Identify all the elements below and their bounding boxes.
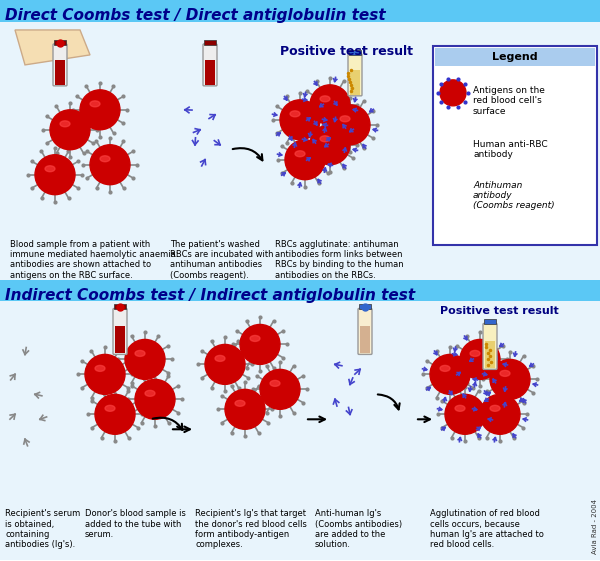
Ellipse shape — [470, 351, 480, 356]
Circle shape — [310, 85, 350, 125]
Ellipse shape — [270, 380, 280, 387]
Circle shape — [280, 100, 320, 140]
Circle shape — [240, 324, 280, 365]
Text: Recipient's serum
is obtained,
containing
antibodies (Ig's).: Recipient's serum is obtained, containin… — [5, 509, 80, 549]
Circle shape — [135, 379, 175, 419]
Bar — [114, 305, 126, 310]
FancyBboxPatch shape — [433, 46, 597, 245]
Text: RBCs agglutinate: antihuman
antibodies form links between
RBCs by binding to the: RBCs agglutinate: antihuman antibodies f… — [275, 240, 404, 280]
Text: Legend: Legend — [492, 52, 538, 62]
Ellipse shape — [95, 365, 105, 371]
Text: The patient's washed
RBCs are incubated with
antihuman antibodies
(Coombs reagen: The patient's washed RBCs are incubated … — [170, 240, 274, 280]
Bar — [0, 22, 600, 279]
FancyBboxPatch shape — [203, 44, 217, 86]
Ellipse shape — [235, 401, 245, 406]
Bar — [484, 319, 496, 324]
FancyBboxPatch shape — [113, 309, 127, 355]
Text: Antihuman
antibody
(Coombs reagent): Antihuman antibody (Coombs reagent) — [473, 181, 554, 210]
Circle shape — [225, 389, 265, 429]
FancyBboxPatch shape — [0, 0, 600, 22]
Ellipse shape — [250, 335, 260, 342]
Circle shape — [285, 140, 325, 180]
Text: Direct Coombs test / Direct antiglobulin test: Direct Coombs test / Direct antiglobulin… — [5, 8, 386, 24]
Circle shape — [95, 394, 135, 434]
Text: Blood sample from a patient with
immune mediated haemolytic anaemia:
antibodies : Blood sample from a patient with immune … — [10, 240, 179, 280]
Text: Donor's blood sample is
added to the tube with
serum.: Donor's blood sample is added to the tub… — [85, 509, 186, 539]
Circle shape — [80, 90, 120, 130]
Bar — [435, 48, 595, 66]
Circle shape — [330, 105, 370, 145]
Bar — [115, 326, 125, 353]
FancyBboxPatch shape — [358, 309, 372, 355]
Ellipse shape — [295, 151, 305, 157]
FancyBboxPatch shape — [483, 324, 497, 369]
Ellipse shape — [105, 406, 115, 411]
Ellipse shape — [290, 111, 300, 117]
Circle shape — [205, 344, 245, 384]
Text: Agglutination of red blood
cells occurs, because
human Ig's are attached to
red : Agglutination of red blood cells occurs,… — [430, 509, 544, 549]
Circle shape — [445, 394, 485, 434]
Ellipse shape — [60, 121, 70, 127]
Circle shape — [480, 394, 520, 434]
Text: Antigens on the
red blood cell's
surface: Antigens on the red blood cell's surface — [473, 86, 545, 116]
Bar — [359, 305, 371, 310]
Ellipse shape — [320, 96, 330, 102]
Ellipse shape — [100, 156, 110, 162]
Bar — [204, 40, 216, 45]
Ellipse shape — [440, 365, 450, 371]
Bar — [205, 60, 215, 85]
Text: Anti-human Ig's
(Coombs antibodies)
are added to the
solution.: Anti-human Ig's (Coombs antibodies) are … — [315, 509, 402, 549]
Ellipse shape — [490, 406, 500, 411]
Bar — [54, 40, 66, 45]
Bar — [55, 60, 65, 85]
FancyBboxPatch shape — [348, 54, 362, 96]
Circle shape — [90, 145, 130, 185]
Text: Recipient's Ig's that target
the donor's red blood cells
form antibody-antigen
c: Recipient's Ig's that target the donor's… — [195, 509, 307, 549]
Bar — [350, 70, 360, 95]
Circle shape — [430, 355, 470, 394]
Ellipse shape — [340, 116, 350, 122]
Circle shape — [460, 339, 500, 379]
Ellipse shape — [320, 136, 330, 142]
Circle shape — [125, 339, 165, 379]
Text: Positive test result: Positive test result — [440, 306, 559, 316]
Ellipse shape — [45, 165, 55, 172]
Circle shape — [50, 110, 90, 150]
Bar — [360, 326, 370, 353]
Circle shape — [440, 80, 466, 106]
Bar — [0, 301, 600, 560]
Text: Avia Rad - 2004: Avia Rad - 2004 — [592, 499, 598, 554]
Circle shape — [85, 355, 125, 394]
Bar — [349, 50, 361, 55]
Text: Indirect Coombs test / Indirect antiglobulin test: Indirect Coombs test / Indirect antiglob… — [5, 288, 415, 303]
Circle shape — [35, 155, 75, 195]
Ellipse shape — [500, 370, 510, 376]
Ellipse shape — [455, 406, 465, 411]
FancyBboxPatch shape — [0, 279, 600, 301]
Ellipse shape — [135, 351, 145, 356]
FancyBboxPatch shape — [53, 44, 67, 86]
Ellipse shape — [215, 356, 225, 361]
Bar — [485, 341, 495, 369]
Text: Human anti-RBC
antibody: Human anti-RBC antibody — [473, 140, 548, 159]
Circle shape — [310, 125, 350, 165]
Ellipse shape — [145, 390, 155, 396]
Circle shape — [260, 369, 300, 410]
Ellipse shape — [90, 101, 100, 107]
Text: Positive test result: Positive test result — [280, 45, 413, 58]
Polygon shape — [15, 30, 90, 65]
Circle shape — [490, 360, 530, 399]
